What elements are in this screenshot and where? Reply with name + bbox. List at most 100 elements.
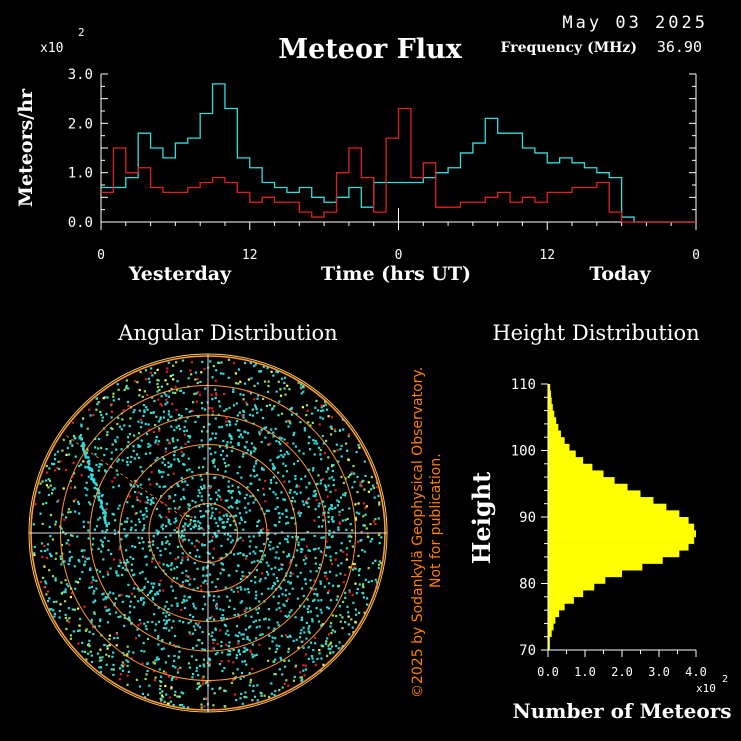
angular-point <box>303 429 306 432</box>
angular-point <box>125 379 128 382</box>
angular-point <box>143 411 146 414</box>
angular-point <box>236 552 240 555</box>
angular-point <box>46 543 50 546</box>
angular-point <box>190 361 193 364</box>
angular-point <box>45 501 48 505</box>
angular-point <box>371 562 374 565</box>
angular-point <box>158 668 161 671</box>
angular-point <box>160 495 163 498</box>
angular-point <box>218 361 221 364</box>
angular-point <box>161 543 164 546</box>
angular-point <box>280 412 283 415</box>
angular-point <box>231 506 234 509</box>
angular-point <box>284 393 287 396</box>
angular-point <box>203 603 207 606</box>
angular-point <box>279 388 282 391</box>
angular-point <box>254 447 257 450</box>
angular-point <box>210 393 213 396</box>
angular-point <box>192 602 195 605</box>
angular-point <box>121 600 124 603</box>
angular-point <box>210 437 213 440</box>
angular-point <box>186 558 190 561</box>
angular-point <box>306 530 309 534</box>
angular-point <box>144 501 147 504</box>
angular-point <box>362 583 365 586</box>
angular-point <box>269 540 272 544</box>
angular-point <box>237 564 240 568</box>
angular-point <box>307 630 310 633</box>
angular-point <box>191 676 194 679</box>
angular-point <box>149 549 152 552</box>
angular-point <box>186 416 189 419</box>
angular-point <box>112 673 115 676</box>
angular-point <box>72 434 76 438</box>
angular-point <box>150 367 153 370</box>
angular-point <box>156 456 159 459</box>
angular-point <box>259 431 262 434</box>
angular-point <box>185 408 188 411</box>
angular-point <box>39 482 42 485</box>
angular-point <box>274 493 277 496</box>
angular-point <box>333 630 337 633</box>
angular-point <box>251 656 254 659</box>
angular-point <box>158 469 161 472</box>
angular-streak-point <box>100 501 103 505</box>
angular-point <box>248 552 251 555</box>
angular-point <box>74 587 77 590</box>
angular-point <box>314 508 317 511</box>
angular-point <box>180 608 183 611</box>
angular-point <box>151 620 154 624</box>
angular-point <box>332 478 335 482</box>
angular-point <box>261 527 265 530</box>
angular-point <box>252 689 255 693</box>
angular-point <box>69 510 72 514</box>
angular-point <box>267 380 270 383</box>
angular-point <box>116 460 119 463</box>
angular-point <box>252 535 255 538</box>
angular-point <box>164 547 167 551</box>
angular-point <box>141 570 144 573</box>
angular-point <box>39 512 42 515</box>
angular-point <box>231 445 234 448</box>
angular-point <box>242 554 245 557</box>
angular-point <box>201 608 204 611</box>
angular-point <box>220 544 223 547</box>
angular-point <box>144 625 147 628</box>
angular-point <box>344 591 347 594</box>
angular-point <box>201 407 204 410</box>
angular-point <box>254 576 257 579</box>
angular-point <box>339 620 342 623</box>
angular-point <box>183 463 186 466</box>
height-bar <box>548 470 604 478</box>
angular-point <box>173 429 176 432</box>
angular-point <box>193 605 196 608</box>
angular-point <box>94 600 97 603</box>
angular-point <box>353 480 356 483</box>
angular-point <box>90 581 93 584</box>
height-bar <box>548 570 622 578</box>
angular-point <box>345 553 348 556</box>
angular-point <box>78 560 81 563</box>
angular-point <box>203 648 206 651</box>
angular-point <box>139 418 142 421</box>
angular-point <box>249 678 252 681</box>
height-xtick-label: 4.0 <box>685 665 707 679</box>
angular-point <box>69 637 72 640</box>
angular-point <box>112 486 115 489</box>
angular-point <box>182 488 185 491</box>
angular-point <box>336 449 339 452</box>
angular-point <box>159 402 162 405</box>
angular-point <box>277 624 280 627</box>
angular-point <box>187 596 190 599</box>
angular-point <box>320 404 323 407</box>
angular-point <box>49 535 52 538</box>
angular-point <box>324 400 327 403</box>
angular-point <box>183 528 186 531</box>
angular-point <box>101 541 104 544</box>
angular-point <box>169 641 172 644</box>
angular-point <box>245 401 248 404</box>
angular-point <box>97 469 100 472</box>
angular-point <box>326 654 329 658</box>
angular-point <box>297 512 300 515</box>
